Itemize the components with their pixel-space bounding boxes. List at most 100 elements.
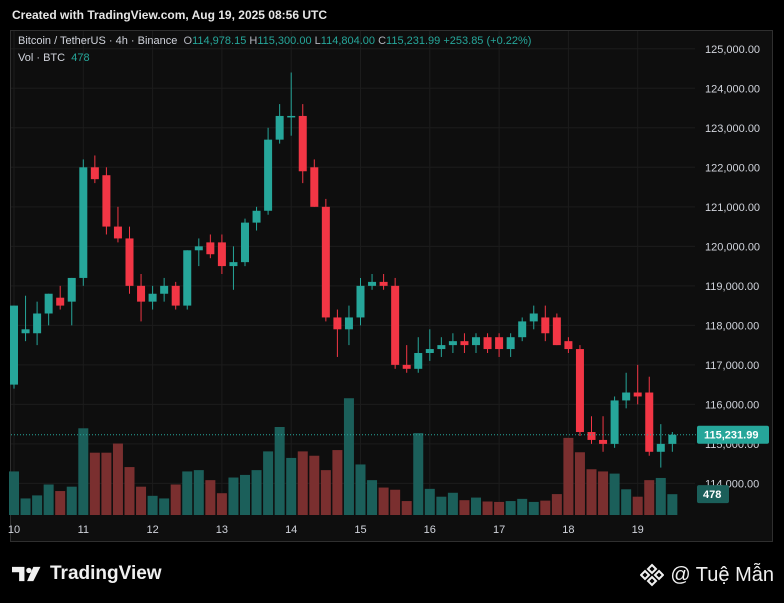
candle-body[interactable] <box>194 246 203 251</box>
candle-body[interactable] <box>356 285 365 318</box>
candle-body[interactable] <box>495 337 504 350</box>
volume-bar[interactable] <box>240 474 250 515</box>
volume-bar[interactable] <box>574 452 585 515</box>
candle-body[interactable] <box>414 353 423 369</box>
candle-body[interactable] <box>206 242 215 255</box>
volume-bar[interactable] <box>251 470 262 515</box>
volume-bar[interactable] <box>66 486 77 515</box>
candle-body[interactable] <box>137 285 146 302</box>
candle-body[interactable] <box>564 341 573 350</box>
candle-body[interactable] <box>229 262 238 267</box>
symbol-name[interactable]: Bitcoin / TetherUS · 4h · Binance <box>18 35 178 47</box>
volume-bar[interactable] <box>528 501 539 515</box>
candle-body[interactable] <box>587 432 596 440</box>
candle-body[interactable] <box>472 337 480 346</box>
volume-bar[interactable] <box>297 451 308 515</box>
volume-bar[interactable] <box>413 433 424 515</box>
volume-bar[interactable] <box>482 501 493 515</box>
tradingview-brand[interactable]: TradingView <box>12 563 162 585</box>
volume-bar[interactable] <box>170 484 181 516</box>
volume-bar[interactable] <box>378 487 389 515</box>
volume-bar[interactable] <box>112 443 123 515</box>
volume-bar[interactable] <box>632 496 643 515</box>
candle-body[interactable] <box>599 439 608 444</box>
candle-body[interactable] <box>633 392 642 397</box>
candle-body[interactable] <box>541 317 550 334</box>
volume-bar[interactable] <box>159 498 170 515</box>
candle-body[interactable] <box>148 293 157 302</box>
volume-bar[interactable] <box>343 398 354 515</box>
volume-bar[interactable] <box>193 470 204 515</box>
candle-body[interactable] <box>379 281 388 286</box>
candle-body[interactable] <box>552 317 561 346</box>
volume-bar[interactable] <box>332 450 343 515</box>
candle-body[interactable] <box>518 321 527 338</box>
volume-bar[interactable] <box>136 486 147 515</box>
volume-bar[interactable] <box>447 492 458 515</box>
volume-bar[interactable] <box>205 480 216 515</box>
candle-body[interactable] <box>448 341 457 346</box>
volume-bar[interactable] <box>471 497 481 515</box>
candle-body[interactable] <box>160 285 169 294</box>
candle-body[interactable] <box>622 392 631 401</box>
candle-body[interactable] <box>287 115 296 118</box>
candle-body[interactable] <box>610 400 619 444</box>
candle-body[interactable] <box>298 115 307 172</box>
volume-bar[interactable] <box>147 495 158 515</box>
volume-bar[interactable] <box>598 471 609 515</box>
volume-bar[interactable] <box>355 464 366 515</box>
volume-bar[interactable] <box>101 452 112 515</box>
volume-bar[interactable] <box>390 489 401 515</box>
volume-bar[interactable] <box>32 495 43 515</box>
volume-bar[interactable] <box>89 452 100 515</box>
candle-body[interactable] <box>529 313 538 322</box>
volume-bar[interactable] <box>401 501 412 515</box>
volume-bar[interactable] <box>286 457 297 515</box>
volume-bar[interactable] <box>9 471 19 515</box>
candle-body[interactable] <box>321 206 330 318</box>
symbol-legend[interactable]: Bitcoin / TetherUS · 4h · Binance O114,9… <box>18 35 531 47</box>
candle-body[interactable] <box>310 167 319 207</box>
candle-body[interactable] <box>645 392 654 452</box>
candle-body[interactable] <box>67 277 76 302</box>
volume-bar[interactable] <box>494 501 505 515</box>
candle-body[interactable] <box>425 349 434 354</box>
volume-bar[interactable] <box>505 501 516 515</box>
candle-body[interactable] <box>264 139 273 211</box>
candle-body[interactable] <box>171 285 180 306</box>
candle-body[interactable] <box>437 345 446 350</box>
candle-body[interactable] <box>56 297 65 306</box>
volume-bar[interactable] <box>424 488 435 515</box>
candle-body[interactable] <box>668 434 677 444</box>
candle-body[interactable] <box>252 210 261 223</box>
volume-bar[interactable] <box>43 484 54 516</box>
volume-bar[interactable] <box>621 489 632 515</box>
candle-body[interactable] <box>241 222 249 263</box>
candle-body[interactable] <box>483 337 492 350</box>
candle-body[interactable] <box>102 175 111 227</box>
candle-body[interactable] <box>79 167 88 278</box>
candle-body[interactable] <box>125 238 134 286</box>
volume-bar[interactable] <box>644 480 655 515</box>
volume-bar[interactable] <box>274 426 285 515</box>
volume-bar[interactable] <box>586 469 597 515</box>
candle-body[interactable] <box>344 317 353 330</box>
candle-body[interactable] <box>44 293 53 314</box>
volume-bar[interactable] <box>124 467 135 515</box>
volume-bar[interactable] <box>667 494 678 515</box>
volume-bar[interactable] <box>20 498 31 515</box>
candle-body[interactable] <box>402 364 411 369</box>
candle-body[interactable] <box>656 443 665 452</box>
candle-body[interactable] <box>391 285 400 365</box>
candle-body[interactable] <box>460 341 469 346</box>
candle-body[interactable] <box>21 329 30 334</box>
volume-bar[interactable] <box>182 471 193 515</box>
volume-bar[interactable] <box>55 491 66 515</box>
candle-body[interactable] <box>33 313 42 334</box>
volume-legend[interactable]: Vol · BTC 478 <box>18 52 90 64</box>
volume-bar[interactable] <box>309 455 320 515</box>
candle-body[interactable] <box>333 317 342 330</box>
candle-body[interactable] <box>368 281 377 286</box>
volume-bar[interactable] <box>367 480 378 515</box>
